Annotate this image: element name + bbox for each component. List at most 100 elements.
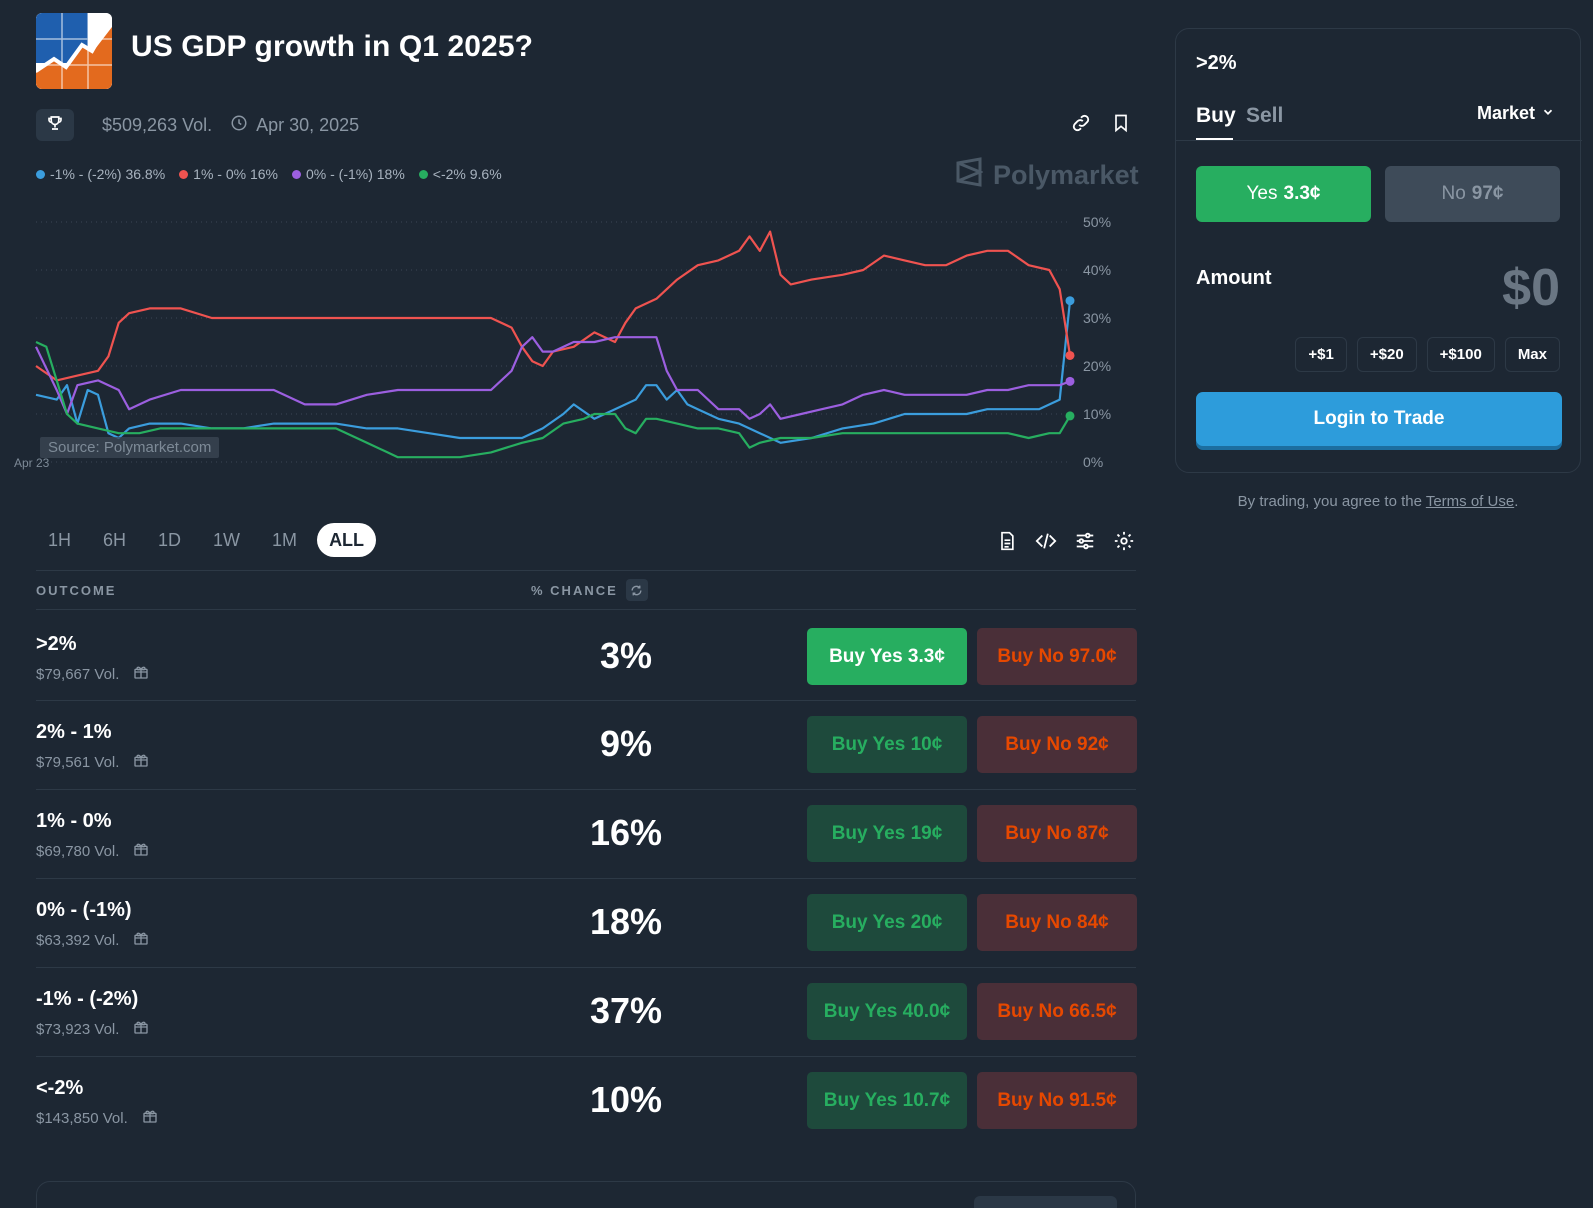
divider xyxy=(36,967,1136,968)
trophy-badge[interactable] xyxy=(36,109,74,141)
series-line xyxy=(35,300,1072,444)
trade-panel: >2% Buy Sell Market Yes 3.3¢ No 97¢ Amou… xyxy=(1175,28,1582,473)
buy-no-button[interactable]: Buy No 87¢ xyxy=(977,805,1137,862)
gear-icon[interactable] xyxy=(1113,530,1135,552)
buy-yes-button[interactable]: Buy Yes 40.0¢ xyxy=(807,983,967,1040)
range-1m[interactable]: 1M xyxy=(272,529,298,550)
buy-no-button[interactable]: Buy No 91.5¢ xyxy=(977,1072,1137,1129)
buy-yes-button[interactable]: Buy Yes 10¢ xyxy=(807,716,967,773)
order-type-dropdown[interactable]: Market xyxy=(1477,103,1555,124)
chevron-down-icon xyxy=(1541,103,1555,124)
tab-sell[interactable]: Sell xyxy=(1246,104,1284,127)
outcome-row[interactable]: <-2% $143,850 Vol. 10% Buy Yes 10.7¢ Buy… xyxy=(36,1055,1137,1144)
link-icon[interactable] xyxy=(1070,112,1092,134)
outcome-name: 0% - (-1%) xyxy=(36,899,132,921)
divider xyxy=(36,1056,1136,1057)
buy-yes-button[interactable]: Buy Yes 3.3¢ xyxy=(807,628,967,685)
buy-yes-button[interactable]: Buy Yes 10.7¢ xyxy=(807,1072,967,1129)
outcome-chance: 18% xyxy=(589,901,663,942)
series-end-point xyxy=(1065,350,1075,360)
buy-no-button[interactable]: Buy No 97.0¢ xyxy=(977,628,1137,685)
code-icon[interactable] xyxy=(1035,530,1057,552)
refresh-icon[interactable] xyxy=(625,579,648,601)
outcome-row[interactable]: -1% - (-2%) $73,923 Vol. 37% Buy Yes 40.… xyxy=(36,966,1137,1055)
buy-yes-button[interactable]: Buy Yes 19¢ xyxy=(807,805,967,862)
legend-dot xyxy=(418,169,428,179)
selected-outcome: >2% xyxy=(1196,52,1237,74)
end-date-text: Apr 30, 2025 xyxy=(256,114,360,135)
terms-of-use-link[interactable]: Terms of Use xyxy=(1425,493,1515,510)
outcome-name: 2% - 1% xyxy=(36,721,112,743)
divider xyxy=(36,700,1136,701)
buy-no-button[interactable]: Buy No 84¢ xyxy=(977,894,1137,951)
no-outcome-button[interactable]: No 97¢ xyxy=(1385,166,1560,222)
legend-item: 0% - (-1%) 18% xyxy=(291,166,405,182)
outcome-row[interactable]: >2% $79,667 Vol. 3% Buy Yes 3.3¢ Buy No … xyxy=(36,611,1137,700)
active-tab-underline xyxy=(1196,138,1233,141)
outcome-name: 1% - 0% xyxy=(36,810,112,832)
outcome-name: <-2% xyxy=(36,1077,84,1099)
polymarket-watermark: Polymarket xyxy=(955,157,1139,194)
series-line xyxy=(35,341,1071,459)
legend-item: <-2% 9.6% xyxy=(418,166,502,182)
legend-label: 1% - 0% 16% xyxy=(193,166,278,182)
range-1w[interactable]: 1W xyxy=(213,529,241,550)
login-to-trade-button[interactable]: Login to Trade xyxy=(1196,392,1562,446)
bookmark-icon[interactable] xyxy=(1110,112,1132,134)
outcome-row[interactable]: 1% - 0% $69,780 Vol. 16% Buy Yes 19¢ Buy… xyxy=(36,788,1137,877)
buy-no-button[interactable]: Buy No 66.5¢ xyxy=(977,983,1137,1040)
outcome-volume: $79,561 Vol. xyxy=(36,752,149,772)
gift-icon xyxy=(133,1019,149,1039)
market-meta: $509,263 Vol. Apr 30, 2025 xyxy=(36,109,359,141)
add-100-button[interactable]: +$100 xyxy=(1426,337,1495,372)
tab-buy[interactable]: Buy xyxy=(1196,104,1236,127)
market-volume: $509,263 Vol. xyxy=(102,114,213,135)
legend-label: 0% - (-1%) 18% xyxy=(305,166,405,182)
divider xyxy=(36,878,1136,879)
divider xyxy=(36,789,1136,790)
series-line xyxy=(35,230,1072,382)
range-all[interactable]: ALL xyxy=(317,523,377,557)
outcome-volume-text: $73,923 Vol. xyxy=(36,1020,120,1038)
time-range-selector: 1H 6H 1D 1W 1M ALL xyxy=(36,523,377,557)
range-1d[interactable]: 1D xyxy=(158,529,182,550)
yes-price: 3.3¢ xyxy=(1283,183,1321,204)
polymarket-logo-icon xyxy=(955,157,984,194)
series-line xyxy=(35,336,1071,420)
series-end-point xyxy=(1065,376,1075,386)
outcome-volume: $79,667 Vol. xyxy=(36,664,149,684)
chart-legend: -1% - (-2%) 36.8% 1% - 0% 16% 0% - (-1%)… xyxy=(36,166,502,182)
price-chart[interactable]: 50% 40% 30% 20% 10% 0% xyxy=(0,200,1135,490)
outcome-volume: $69,780 Vol. xyxy=(36,841,149,861)
document-icon[interactable] xyxy=(996,530,1018,552)
amount-input[interactable]: $0 xyxy=(1502,259,1560,317)
outcome-row[interactable]: 0% - (-1%) $63,392 Vol. 18% Buy Yes 20¢ … xyxy=(36,877,1137,966)
no-price: 97¢ xyxy=(1471,183,1504,204)
outcome-row[interactable]: 2% - 1% $79,561 Vol. 9% Buy Yes 10¢ Buy … xyxy=(36,699,1137,788)
range-6h[interactable]: 6H xyxy=(103,529,127,550)
y-tick-label: 10% xyxy=(1083,406,1111,422)
add-20-button[interactable]: +$20 xyxy=(1356,337,1417,372)
buy-yes-button[interactable]: Buy Yes 20¢ xyxy=(807,894,967,951)
sliders-icon[interactable] xyxy=(1074,530,1096,552)
legend-item: -1% - (-2%) 36.8% xyxy=(36,166,165,182)
outcome-volume-text: $79,561 Vol. xyxy=(36,753,120,771)
comments-sort-button[interactable] xyxy=(974,1196,1117,1208)
terms-notice: By trading, you agree to the Terms of Us… xyxy=(1175,493,1581,510)
buy-no-button[interactable]: Buy No 92¢ xyxy=(977,716,1137,773)
y-tick-label: 50% xyxy=(1083,214,1111,230)
chance-header-label: % CHANCE xyxy=(531,582,618,598)
chart-tools xyxy=(996,530,1135,552)
outcome-volume-text: $79,667 Vol. xyxy=(36,665,120,683)
legend-label: <-2% 9.6% xyxy=(432,166,502,182)
outcome-name: >2% xyxy=(36,633,77,655)
yes-outcome-button[interactable]: Yes 3.3¢ xyxy=(1196,166,1371,222)
gift-icon xyxy=(133,664,149,684)
x-axis-start-label: Apr 23 xyxy=(14,456,50,470)
legend-item: 1% - 0% 16% xyxy=(179,166,278,182)
max-button[interactable]: Max xyxy=(1504,337,1560,372)
outcome-volume-text: $69,780 Vol. xyxy=(36,842,120,860)
range-1h[interactable]: 1H xyxy=(48,529,72,550)
column-header-outcome: OUTCOME xyxy=(36,583,117,598)
add-1-button[interactable]: +$1 xyxy=(1295,337,1347,372)
